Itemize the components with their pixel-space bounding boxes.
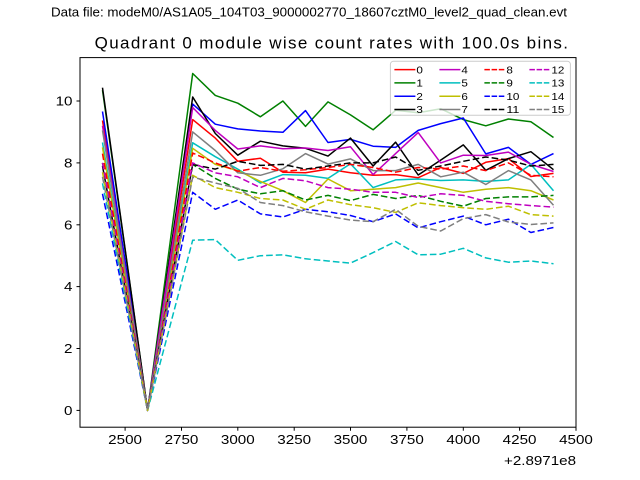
svg-text:3000: 3000: [221, 432, 255, 447]
svg-text:7: 7: [461, 105, 468, 116]
svg-text:0: 0: [64, 403, 72, 418]
svg-text:3: 3: [416, 105, 423, 116]
svg-text:3750: 3750: [390, 432, 424, 447]
svg-text:6: 6: [64, 217, 72, 232]
svg-text:9: 9: [506, 79, 513, 90]
svg-text:0: 0: [416, 65, 423, 76]
svg-text:5: 5: [461, 79, 468, 90]
svg-text:12: 12: [551, 65, 564, 76]
svg-text:4000: 4000: [446, 432, 480, 447]
svg-text:Data file: modeM0/AS1A05_104T0: Data file: modeM0/AS1A05_104T03_90000027…: [51, 5, 567, 20]
svg-text:4250: 4250: [503, 432, 537, 447]
svg-text:14: 14: [551, 92, 564, 103]
svg-text:2: 2: [416, 92, 423, 103]
svg-text:4: 4: [64, 279, 72, 294]
svg-text:2: 2: [64, 341, 72, 356]
svg-text:10: 10: [56, 94, 73, 109]
svg-text:+2.8971e8: +2.8971e8: [504, 453, 576, 468]
svg-text:10: 10: [506, 92, 519, 103]
svg-text:Quadrant 0 module wise count r: Quadrant 0 module wise count rates with …: [95, 34, 570, 53]
svg-text:3500: 3500: [334, 432, 368, 447]
svg-text:6: 6: [461, 92, 468, 103]
svg-text:4: 4: [461, 65, 468, 76]
svg-text:8: 8: [64, 156, 72, 171]
svg-text:13: 13: [551, 79, 564, 90]
svg-text:1: 1: [416, 79, 423, 90]
svg-text:2500: 2500: [108, 432, 142, 447]
svg-text:4500: 4500: [559, 432, 593, 447]
svg-text:2750: 2750: [165, 432, 199, 447]
svg-text:11: 11: [506, 105, 519, 116]
svg-text:3250: 3250: [277, 432, 311, 447]
svg-text:15: 15: [551, 105, 564, 116]
svg-text:8: 8: [506, 65, 513, 76]
